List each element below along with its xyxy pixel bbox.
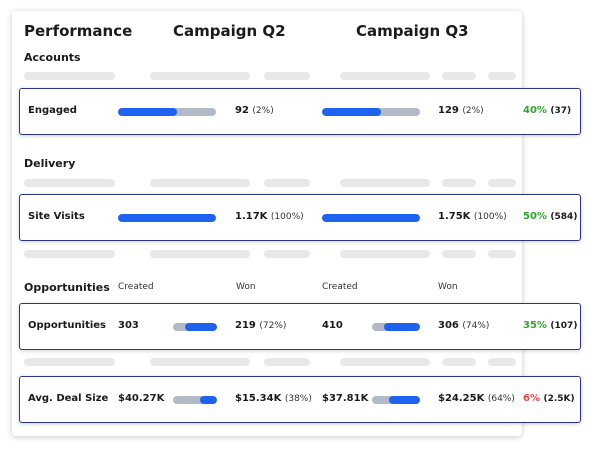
placeholder-bar (150, 358, 250, 366)
placeholder-bar (442, 72, 476, 80)
deal-size-q2-bar (173, 396, 217, 404)
opportunities-q2-won: 219 (72%) (235, 320, 287, 331)
page-title: Performance (24, 22, 133, 40)
section-opportunities: Opportunities (24, 281, 110, 294)
placeholder-bar (264, 72, 310, 80)
engaged-q3-value: 129 (2%) (438, 105, 484, 116)
engaged-q3-bar (322, 108, 420, 116)
row-label: Site Visits (28, 211, 85, 222)
bar-fill (185, 323, 217, 331)
engaged-q2-value: 92 (2%) (235, 105, 274, 116)
opportunities-q2-bar (173, 323, 217, 331)
placeholder-bar (488, 250, 516, 258)
placeholder-bar (488, 358, 516, 366)
placeholder-bar (264, 358, 310, 366)
placeholder-bar (340, 250, 430, 258)
section-delivery: Delivery (24, 157, 76, 170)
deal-size-q3-total: $37.81K (322, 393, 369, 404)
site-visits-q3-value: 1.75K (100%) (438, 211, 507, 222)
deal-size-q2-won: $15.34K (38%) (235, 393, 312, 404)
placeholder-bar (150, 179, 250, 187)
row-engaged[interactable]: Engaged 92 (2%) 129 (2%) 40% (37) (19, 88, 581, 135)
placeholder-bar (340, 179, 430, 187)
deal-size-q2-total: $40.27K (118, 393, 165, 404)
placeholder-bar (442, 179, 476, 187)
placeholder-bar (24, 358, 115, 366)
deal-size-change: 6% (2.5K) (523, 393, 575, 404)
placeholder-bar (264, 179, 310, 187)
q2-created-label: Created (118, 282, 154, 292)
placeholder-bar (488, 72, 516, 80)
opportunities-q3-won: 306 (74%) (438, 320, 490, 331)
opportunities-q2-created: 303 (118, 320, 139, 331)
site-visits-change: 50% (584) (523, 211, 578, 222)
bar-fill (322, 214, 420, 222)
q2-won-label: Won (236, 282, 256, 292)
bar-fill (322, 108, 381, 116)
q3-created-label: Created (322, 282, 358, 292)
placeholder-bar (340, 358, 430, 366)
row-avg-deal-size[interactable]: Avg. Deal Size $40.27K $15.34K (38%) $37… (19, 376, 581, 423)
placeholder-bar (488, 179, 516, 187)
row-label: Avg. Deal Size (28, 393, 109, 404)
placeholder-bar (442, 250, 476, 258)
column-header-q3: Campaign Q3 (356, 22, 469, 40)
column-header-q2: Campaign Q2 (173, 22, 286, 40)
site-visits-q3-bar (322, 214, 420, 222)
row-site-visits[interactable]: Site Visits 1.17K (100%) 1.75K (100%) 50… (19, 194, 581, 241)
bar-fill (118, 214, 216, 222)
placeholder-bar (340, 72, 430, 80)
placeholder-bar (150, 72, 250, 80)
placeholder-bar (24, 250, 115, 258)
site-visits-q2-value: 1.17K (100%) (235, 211, 304, 222)
opportunities-change: 35% (107) (523, 320, 578, 331)
placeholder-bar (150, 250, 250, 258)
placeholder-bar (442, 358, 476, 366)
deal-size-q3-won: $24.25K (64%) (438, 393, 515, 404)
section-accounts: Accounts (24, 51, 81, 64)
engaged-change: 40% (37) (523, 105, 572, 116)
bar-fill (118, 108, 177, 116)
bar-fill (389, 396, 420, 404)
site-visits-q2-bar (118, 214, 216, 222)
bar-fill (384, 323, 420, 331)
opportunities-q3-created: 410 (322, 320, 343, 331)
q3-won-label: Won (438, 282, 458, 292)
row-label: Engaged (28, 105, 77, 116)
opportunities-q3-bar (372, 323, 420, 331)
placeholder-bar (24, 72, 115, 80)
deal-size-q3-bar (372, 396, 420, 404)
engaged-q2-bar (118, 108, 216, 116)
row-opportunities[interactable]: Opportunities 303 219 (72%) 410 306 (74%… (19, 303, 581, 350)
row-label: Opportunities (28, 320, 107, 331)
bar-fill (200, 396, 217, 404)
placeholder-bar (24, 179, 115, 187)
placeholder-bar (264, 250, 310, 258)
